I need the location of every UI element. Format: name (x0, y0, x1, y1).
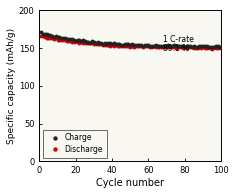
Discharge (83, 42, 86, 44)
Charge (82, 39, 84, 41)
Charge (40, 31, 42, 34)
Discharge (214, 47, 217, 50)
Discharge (76, 41, 79, 43)
Charge (147, 44, 150, 46)
Charge (74, 39, 77, 42)
Discharge (211, 47, 214, 50)
Charge (220, 46, 223, 48)
Line: Discharge: Discharge (40, 35, 223, 50)
Discharge (42, 35, 44, 38)
Charge (207, 45, 210, 48)
Charge (132, 43, 135, 46)
Discharge (40, 35, 42, 38)
Line: Charge: Charge (40, 31, 223, 48)
Text: 89.1 %: 89.1 % (163, 44, 189, 53)
Discharge (134, 45, 137, 48)
Discharge (149, 46, 152, 48)
Y-axis label: Specific capacity (mAh/g): Specific capacity (mAh/g) (7, 28, 16, 144)
Text: 1 C-rate: 1 C-rate (163, 35, 194, 44)
Charge (212, 45, 215, 48)
Discharge (207, 46, 210, 49)
Legend: Charge, Discharge: Charge, Discharge (43, 130, 107, 158)
Discharge (220, 47, 223, 49)
Charge (183, 46, 186, 48)
X-axis label: Cycle number: Cycle number (96, 178, 164, 188)
